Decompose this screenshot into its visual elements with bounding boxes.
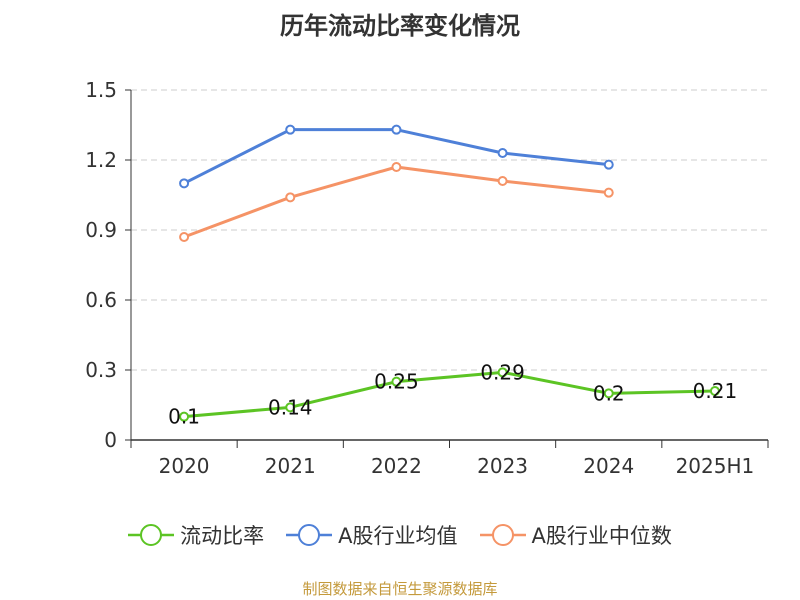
x-tick-label: 2022 xyxy=(371,454,422,478)
series-line xyxy=(183,128,609,185)
y-tick-label: 1.2 xyxy=(85,148,117,172)
data-point xyxy=(179,411,190,422)
data-label: 0.29 xyxy=(480,360,525,384)
y-tick-label: 0.6 xyxy=(85,288,117,312)
y-tick-label: 0 xyxy=(104,428,117,452)
source-note: 制图数据来自恒生聚源数据库 xyxy=(302,580,498,598)
data-point xyxy=(603,388,614,399)
data-label: 0.25 xyxy=(374,370,419,394)
data-point xyxy=(391,376,402,387)
data-point xyxy=(285,124,296,135)
legend-marker-icon xyxy=(479,524,526,546)
chart-title: 历年流动比率变化情况 xyxy=(280,12,520,40)
y-tick-label: 0.3 xyxy=(85,358,117,382)
data-label: 0.2 xyxy=(593,381,625,405)
data-label: 0.14 xyxy=(268,395,313,419)
legend-item[interactable]: A股行业中位数 xyxy=(479,520,672,550)
legend-item[interactable]: A股行业均值 xyxy=(286,520,458,550)
legend-marker-icon xyxy=(128,524,175,546)
data-point xyxy=(497,148,508,158)
legend-circle xyxy=(298,524,321,546)
data-point xyxy=(603,187,614,198)
data-point xyxy=(497,367,508,378)
data-point xyxy=(497,176,508,186)
legend-circle xyxy=(491,524,514,546)
legend-item[interactable]: 流动比率 xyxy=(128,520,264,550)
x-tick-label: 2020 xyxy=(159,454,210,478)
data-point xyxy=(285,402,296,413)
data-point xyxy=(709,386,720,396)
y-tick-label: 0.9 xyxy=(85,218,117,242)
legend-label: A股行业均值 xyxy=(338,524,458,548)
x-tick-label: 2024 xyxy=(583,454,634,478)
data-point xyxy=(391,162,402,172)
data-point xyxy=(179,178,190,189)
series-line xyxy=(183,165,609,239)
legend-circle xyxy=(140,524,163,546)
legend-label: 流动比率 xyxy=(180,524,265,548)
y-tick-label: 1.5 xyxy=(85,78,117,102)
chart-legend: 流动比率 A股行业均值 A股行业中位数 xyxy=(0,520,800,550)
x-tick-label: 2025H1 xyxy=(676,454,755,478)
legend-label: A股行业中位数 xyxy=(531,524,672,548)
chart-plot-area: 0 0.3 0.6 0.9 1.2 1.5 2020 2021 2022 2023 2024 2025… xyxy=(85,78,769,478)
legend-marker-icon xyxy=(286,524,333,546)
series-line xyxy=(183,370,715,419)
data-point xyxy=(285,192,296,203)
data-point xyxy=(603,159,614,170)
data-point xyxy=(179,232,190,242)
data-label: 0.1 xyxy=(168,405,200,429)
x-tick-label: 2023 xyxy=(477,454,528,478)
data-label: 0.21 xyxy=(693,379,738,403)
data-point xyxy=(391,124,402,135)
x-tick-label: 2021 xyxy=(265,454,316,478)
